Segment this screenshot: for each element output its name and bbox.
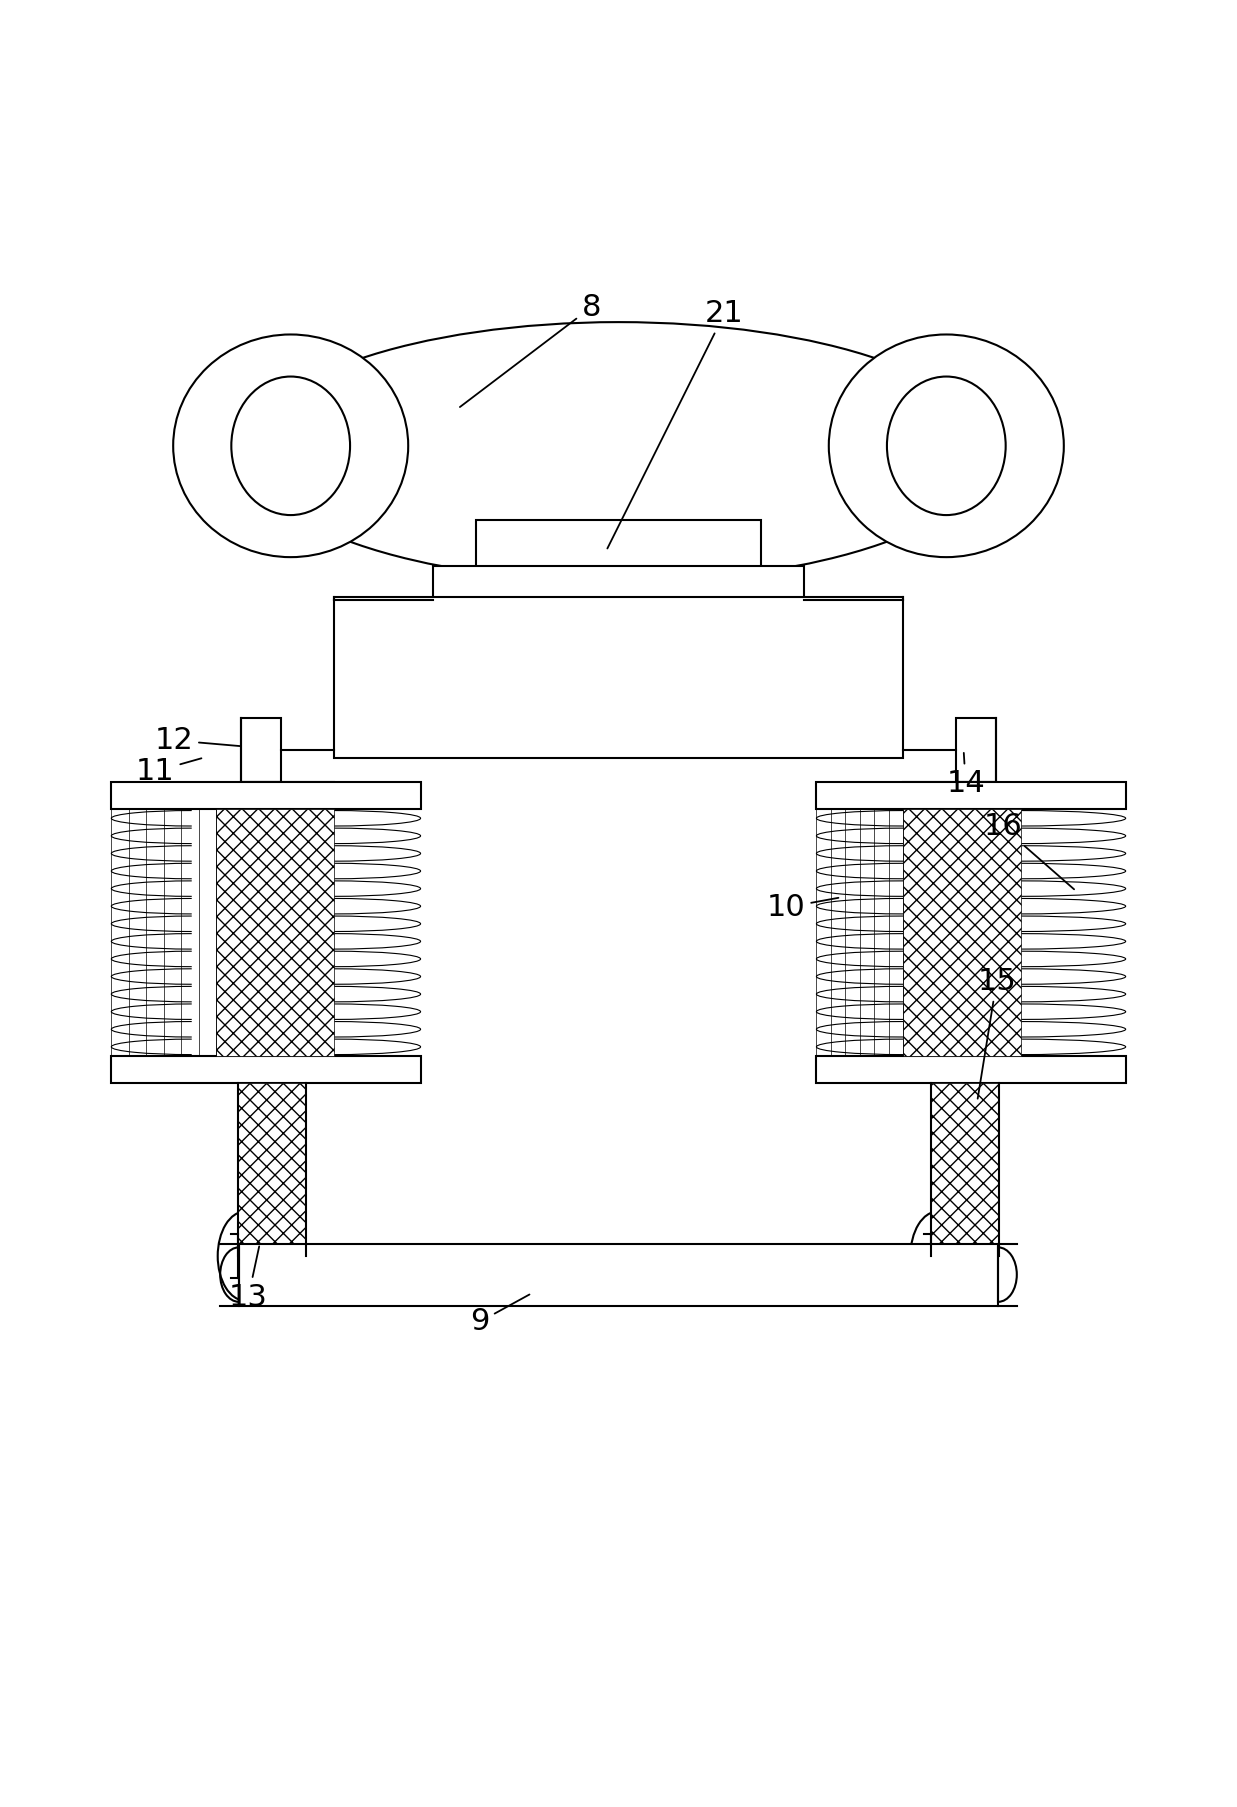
Text: 11: 11 bbox=[136, 757, 202, 786]
Text: 12: 12 bbox=[155, 726, 241, 755]
Bar bbox=[956, 717, 996, 782]
Bar bbox=[433, 566, 804, 600]
Text: 21: 21 bbox=[607, 300, 743, 549]
Text: 10: 10 bbox=[767, 893, 839, 922]
Bar bbox=[238, 1082, 307, 1256]
Bar bbox=[334, 596, 903, 757]
Ellipse shape bbox=[231, 376, 350, 515]
Ellipse shape bbox=[173, 334, 408, 557]
Text: 14: 14 bbox=[946, 754, 985, 799]
Bar bbox=[111, 1055, 421, 1082]
Bar bbox=[476, 520, 761, 569]
Ellipse shape bbox=[887, 376, 1006, 515]
Bar bbox=[816, 1055, 1126, 1082]
Ellipse shape bbox=[247, 322, 990, 582]
Bar bbox=[816, 782, 1126, 810]
Bar bbox=[241, 717, 281, 782]
Bar bbox=[931, 1082, 999, 1256]
Bar bbox=[216, 810, 334, 1055]
Text: 9: 9 bbox=[470, 1294, 529, 1335]
Bar bbox=[111, 782, 421, 810]
Bar bbox=[903, 810, 1021, 1055]
Text: 16: 16 bbox=[983, 813, 1074, 889]
Bar bbox=[239, 1243, 998, 1305]
Text: 15: 15 bbox=[977, 967, 1016, 1099]
Ellipse shape bbox=[829, 334, 1064, 557]
Text: 13: 13 bbox=[229, 1247, 267, 1312]
Text: 8: 8 bbox=[460, 293, 601, 407]
